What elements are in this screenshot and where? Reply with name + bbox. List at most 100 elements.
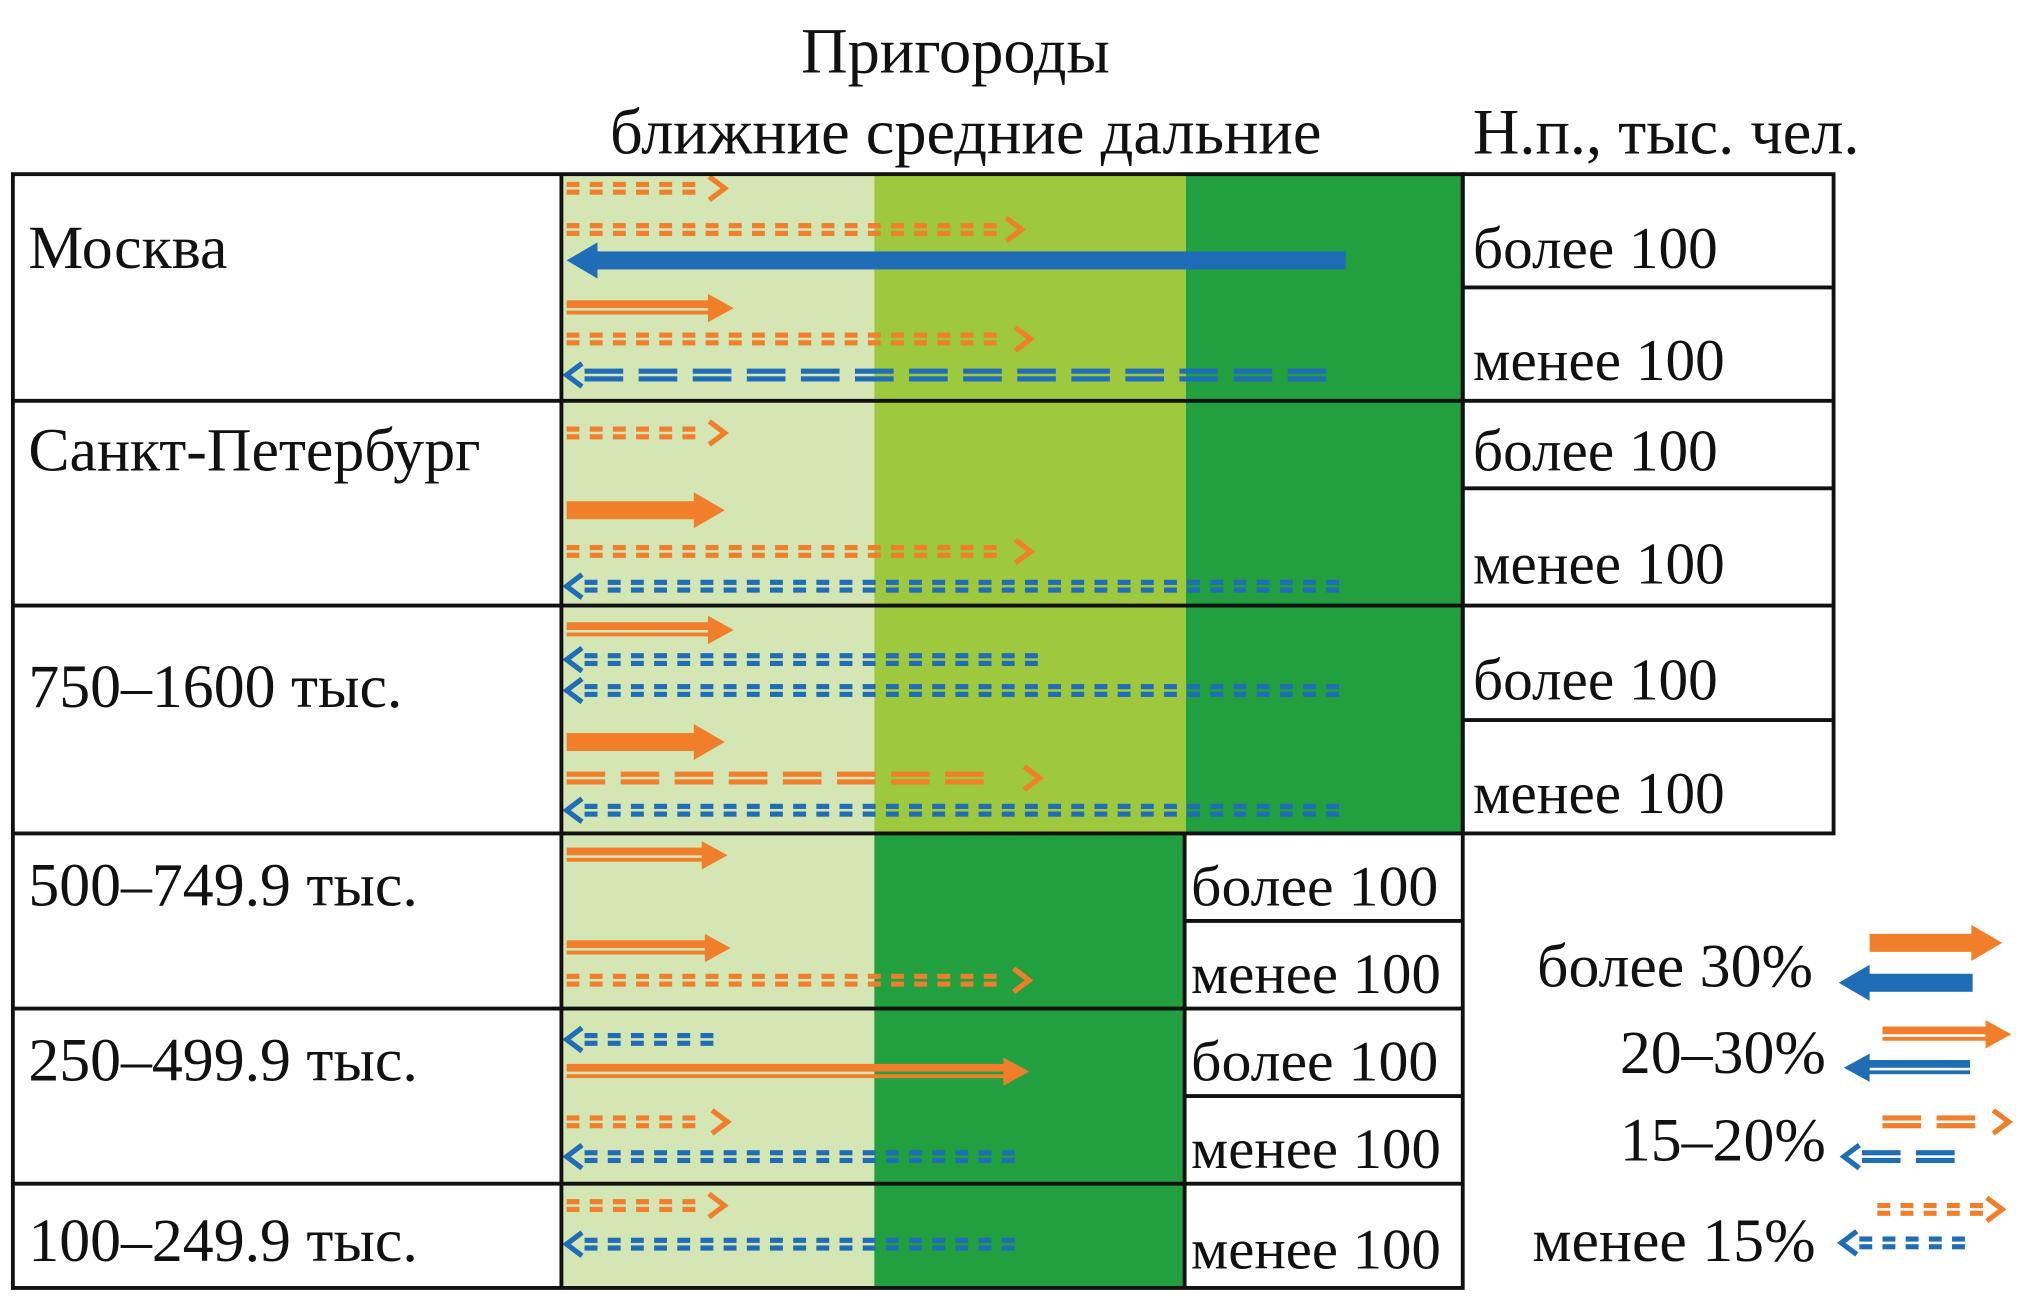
arrow-dash	[682, 189, 696, 195]
arrow-dash	[978, 1237, 992, 1243]
arrow-dash	[1001, 691, 1015, 697]
arrow-dash	[728, 552, 742, 558]
arrow-dash	[612, 426, 626, 432]
arrow-dash	[589, 230, 603, 236]
arrow-dash	[1024, 803, 1038, 809]
arrow-shaft	[566, 732, 699, 752]
arrow-dash	[751, 973, 765, 979]
arrow-dash	[891, 981, 904, 987]
arrow-dash	[1001, 587, 1015, 593]
arrow-dash	[612, 1206, 626, 1212]
arrow-dash	[1048, 579, 1062, 585]
arrow-dash	[978, 660, 992, 667]
arrow-dash	[589, 189, 603, 195]
arrow-dash	[960, 230, 974, 236]
arrow-dash	[723, 653, 737, 659]
arrow-dash	[566, 189, 580, 195]
arrow-dash	[1303, 579, 1316, 585]
arrow-dash	[1946, 1202, 1960, 1209]
arrow-dash	[723, 684, 737, 690]
subcell-label: менее 100	[1473, 760, 1725, 826]
far-suburb-band	[1185, 400, 1463, 606]
arrow-dash	[1859, 1244, 1873, 1250]
arrow-dash	[746, 691, 760, 697]
arrow-dash	[891, 332, 904, 338]
arrow-dash	[770, 1150, 783, 1156]
arrow-dash	[1024, 811, 1038, 817]
arrow-dash	[659, 973, 673, 979]
arrow-dash	[775, 230, 789, 236]
arrow-dash	[705, 230, 719, 236]
outflow-arrow-lt15	[566, 419, 729, 447]
arrow-dash	[682, 973, 696, 979]
arrow-dash	[682, 434, 696, 440]
row-label-500-749: 500–749.9 тыс.	[28, 852, 417, 920]
arrow-dash	[566, 771, 606, 777]
arrow-shaft	[566, 632, 714, 637]
arrow-dash	[566, 1115, 580, 1121]
arrow-dash	[821, 230, 835, 236]
arrow-dash	[612, 1123, 626, 1129]
arrow-head	[1013, 325, 1036, 353]
arrow-dash	[677, 653, 691, 659]
arrow-dash	[589, 1115, 603, 1121]
arrow-dash	[584, 684, 598, 690]
arrow-dash	[1303, 811, 1316, 817]
arrow-dash	[885, 587, 899, 593]
arrow-dash	[682, 1123, 696, 1129]
arrow-dash	[983, 552, 997, 558]
arrow-dash	[1303, 684, 1316, 690]
arrow-dash	[607, 587, 621, 593]
arrow-dash	[775, 340, 789, 346]
arrow-dash	[1915, 1157, 1955, 1164]
inflow-arrow-lt15	[562, 1142, 1015, 1171]
arrow-dash	[636, 181, 649, 188]
arrow-dash	[782, 771, 822, 777]
arrow-dash	[932, 803, 946, 809]
arrow-head	[1003, 1057, 1030, 1086]
arrow-dash	[728, 230, 742, 236]
arrow-shaft	[566, 950, 711, 955]
arrow-dash	[654, 1040, 667, 1046]
arrow-dash	[636, 189, 649, 195]
arrow-dash	[839, 653, 853, 659]
arrow-dash	[682, 426, 696, 432]
arrow-dash	[700, 660, 714, 667]
arrow-dash	[566, 332, 580, 338]
arrow-dash	[862, 811, 876, 817]
arrow-dash	[589, 973, 603, 979]
arrow-dash	[589, 332, 603, 338]
arrow-dash	[584, 1150, 598, 1156]
arrow-dash	[1179, 376, 1219, 382]
arrow-dash	[636, 981, 649, 987]
arrow-dash	[630, 803, 644, 809]
arrow-dash	[770, 1237, 783, 1243]
arrow-dash	[844, 332, 858, 338]
arrow-dash	[914, 230, 928, 236]
arrow-dash	[705, 544, 719, 551]
arrow-dash	[612, 973, 626, 979]
outflow-arrow-gt30	[1869, 924, 2003, 961]
arrow-head	[1985, 1020, 2012, 1049]
arrow-dash	[659, 230, 673, 236]
arrow-dash	[700, 1245, 714, 1251]
arrow-dash	[816, 803, 830, 809]
inflow-arrow-15-20	[562, 361, 1327, 389]
outflow-arrow-lt15	[566, 174, 729, 202]
arrow-dash	[885, 1150, 899, 1156]
arrow-dash	[1001, 579, 1015, 585]
arrow-dash	[682, 1199, 696, 1205]
arrow-dash	[793, 684, 807, 690]
arrow-dash	[1210, 579, 1224, 585]
arrow-dash	[1187, 811, 1201, 817]
arrow-dash	[700, 684, 714, 690]
arrow-dash	[746, 579, 760, 585]
arrow-dash	[659, 1199, 673, 1205]
arrow-dash	[584, 1157, 598, 1164]
arrow-dash	[705, 973, 719, 979]
arrow-dash	[654, 1033, 667, 1039]
arrow-dash	[1952, 1236, 1965, 1242]
arrow-dash	[800, 368, 840, 374]
arrow-dash	[937, 332, 951, 338]
